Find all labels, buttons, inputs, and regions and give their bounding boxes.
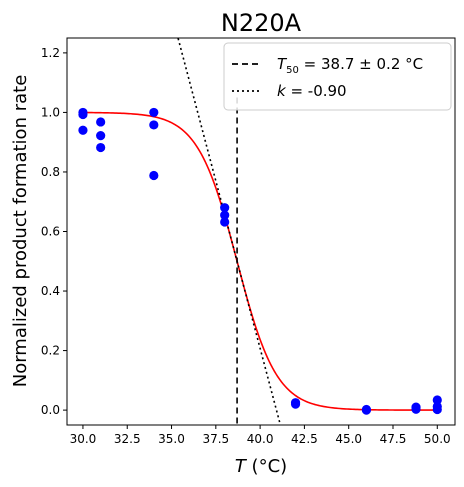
legend-t50-label: T50 = 38.7 ± 0.2 °C: [277, 55, 423, 76]
x-tick-label: 42.5: [291, 432, 318, 446]
x-tick-label: 50.0: [424, 432, 451, 446]
x-tick-label: 47.5: [380, 432, 407, 446]
data-point: [149, 120, 159, 130]
fit-layer: [82, 38, 438, 425]
y-tick-label: 0.2: [41, 344, 60, 358]
points-layer: [78, 107, 442, 415]
x-tick-label: 30.0: [70, 432, 97, 446]
data-point: [220, 203, 230, 213]
data-point: [432, 395, 442, 405]
y-axis-label: Normalized product formation rate: [10, 75, 31, 388]
chart-title: N220A: [221, 9, 302, 37]
x-tick-label: 37.5: [202, 432, 229, 446]
data-point: [78, 109, 88, 120]
legend-k-label: k = -0.90: [277, 82, 347, 100]
x-axis-label: T (°C): [235, 456, 287, 477]
legend-t50-value: = 38.7 ± 0.2 °C: [299, 55, 423, 73]
x-tick-label: 45.0: [335, 432, 362, 446]
data-point: [411, 404, 421, 414]
data-point: [432, 404, 442, 415]
data-point: [96, 142, 106, 153]
data-point: [220, 210, 230, 220]
x-tick-label: 32.5: [114, 432, 141, 446]
data-point: [290, 399, 301, 409]
y-tick-label: 0.0: [41, 403, 60, 417]
data-point: [96, 131, 106, 141]
data-point: [149, 170, 159, 181]
legend-k-symbol: k: [277, 82, 287, 100]
y-axis-ticks: 0.0 0.2 0.4 0.6 0.8 1.0 1.2: [41, 46, 67, 417]
legend: T50 = 38.7 ± 0.2 °C k = -0.90: [223, 42, 452, 111]
x-tick-label: 35.0: [158, 432, 185, 446]
tangent-dotted-line: [177, 38, 282, 425]
data-point: [96, 117, 106, 127]
data-point: [78, 125, 88, 135]
y-tick-label: 0.8: [41, 165, 60, 179]
y-tick-label: 0.6: [41, 225, 60, 239]
legend-box: [223, 42, 452, 111]
x-tick-label: 40.0: [247, 432, 274, 446]
fit-curve: [82, 111, 438, 411]
legend-k-value: = -0.90: [286, 82, 347, 100]
data-point: [149, 107, 159, 118]
y-tick-label: 0.4: [41, 284, 60, 298]
plot-area: [78, 38, 442, 425]
data-point: [361, 405, 372, 415]
x-axis-ticks: 30.0 32.5 35.0 37.5 40.0 42.5 45.0 47.5 50.0: [70, 425, 451, 446]
legend-t50-subscript: 50: [286, 65, 299, 76]
y-tick-label: 1.2: [41, 46, 60, 60]
data-point: [220, 217, 230, 227]
legend-t50-symbol: T: [277, 55, 288, 73]
y-tick-label: 1.0: [41, 105, 60, 119]
